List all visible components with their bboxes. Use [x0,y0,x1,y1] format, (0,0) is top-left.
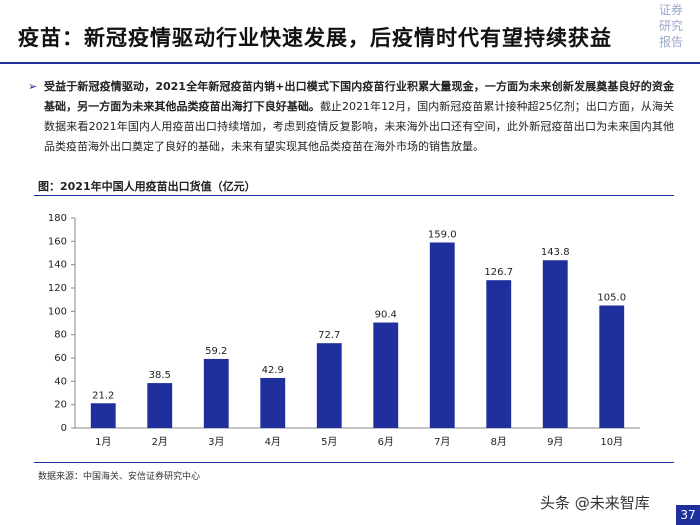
y-tick-label: 120 [48,283,67,294]
y-tick-label: 100 [48,306,67,317]
y-tick-label: 20 [54,400,67,411]
paragraph: 受益于新冠疫情驱动，2021全年新冠疫苗内销+出口模式下国内疫苗行业积累大量现金… [44,77,674,157]
logo-line: 证券 [658,3,683,17]
page-number: 37 [676,505,700,525]
x-tick-label: 5月 [321,436,337,448]
logo-line: 研究 [658,19,683,33]
bar [373,322,399,428]
x-tick-label: 1月 [95,436,111,448]
bar [203,358,229,428]
bullet: ➢ [28,80,38,93]
y-tick-label: 0 [61,423,67,434]
x-tick-label: 3月 [208,436,224,448]
bar [429,242,455,428]
x-tick-label: 9月 [547,436,563,448]
chart: 0 20 40 60 80 100 120 140 160 180 1月 21.2 2月 38.5 3月 59… [48,213,640,448]
bar [599,305,625,428]
x-tick-label: 8月 [491,436,507,448]
bar [542,260,568,428]
value-label: 42.9 [262,365,284,376]
value-label: 126.7 [484,267,513,278]
logo-line: 报告 [658,35,683,49]
y-tick-label: 40 [54,376,67,387]
value-label: 38.5 [149,370,171,381]
slide-title: 疫苗：新冠疫情驱动行业快速发展，后疫情时代有望持续获益 [18,25,612,50]
caption-rule [34,195,674,196]
x-tick-label: 4月 [265,436,281,448]
y-tick-label: 60 [54,353,67,364]
source: 数据来源：中国海关、安信证券研究中心 [38,472,201,482]
bar [316,343,342,428]
bar [260,377,286,428]
bar [147,383,173,428]
logo: 证券 研究 报告 [648,2,694,50]
paragraph-bold: 受益于新冠疫情驱动，2021全年新冠疫苗内销+出口模式下国内疫苗行业积累大量现金… [44,80,674,113]
value-label: 159.0 [428,230,457,241]
value-label: 21.2 [92,390,114,401]
value-label: 59.2 [205,346,227,357]
header-rule [0,62,700,64]
value-label: 105.0 [597,293,626,304]
value-label: 72.7 [318,330,340,341]
y-tick-label: 140 [48,260,67,271]
value-label: 143.8 [541,247,570,258]
bar [90,403,116,428]
x-tick-label: 7月 [434,436,450,448]
y-tick-label: 180 [48,213,67,224]
x-tick-label: 6月 [378,436,394,448]
y-tick-label: 160 [48,236,67,247]
watermark: 头条 @未来智库 [540,494,650,512]
value-label: 90.4 [375,310,397,321]
paragraph-text: 截止2021年12月，国内新冠疫苗累计接种超25亿剂；出口方面，从海关数据来看2… [44,100,674,153]
footer-rule [34,462,674,463]
chart-title: 图：2021年中国人用疫苗出口货值（亿元） [38,180,256,193]
x-tick-label: 10月 [600,436,623,448]
bar [486,280,512,428]
y-tick-label: 80 [54,330,67,341]
x-tick-label: 2月 [152,436,168,448]
